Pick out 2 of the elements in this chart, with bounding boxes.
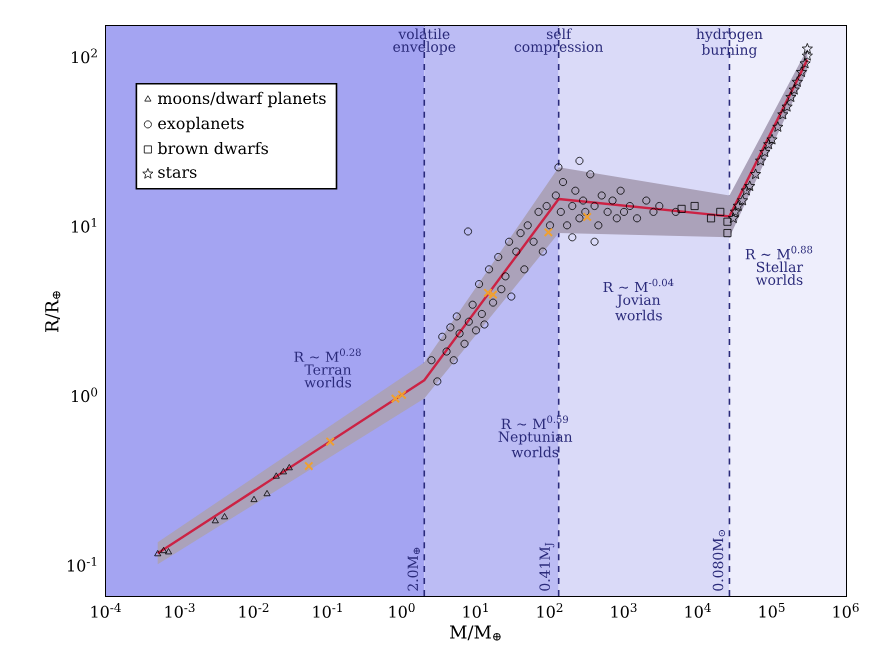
y-axis-title: R/R$_{⊕}$ <box>45 291 61 333</box>
x-axis-title: M/M$_{⊕}$ <box>450 625 501 641</box>
